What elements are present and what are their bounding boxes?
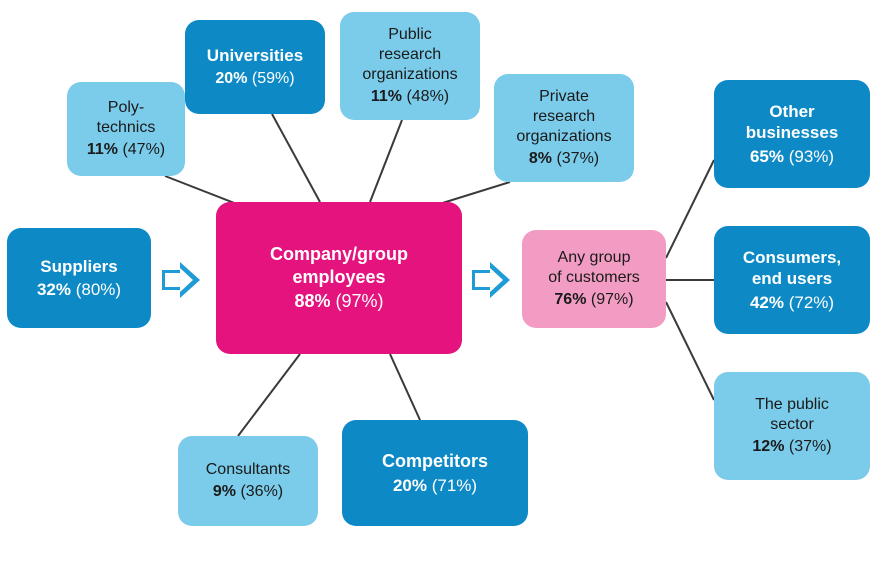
node-public_sector: The publicsector12% (37%) xyxy=(714,372,870,480)
arrow-suppliers-center xyxy=(162,262,200,298)
node-public_research-title-line: research xyxy=(379,45,441,65)
edge-universities-center xyxy=(272,114,320,202)
node-consultants-paren: (36%) xyxy=(240,483,283,500)
node-polytechnics-values: 11% (47%) xyxy=(87,140,165,160)
node-consumers: Consumers,end users 42% (72%) xyxy=(714,226,870,334)
node-competitors-paren: (71%) xyxy=(432,476,477,495)
node-other_businesses: Otherbusinesses 65% (93%) xyxy=(714,80,870,188)
node-any_customers-values: 76% (97%) xyxy=(554,290,633,310)
node-public_research-title-line: organizations xyxy=(362,65,457,85)
node-private_research-pct: 8% xyxy=(529,150,552,167)
node-public_research: Publicresearchorganizations11% (48%) xyxy=(340,12,480,120)
node-polytechnics: Poly-technics11% (47%) xyxy=(67,82,185,176)
node-public_sector-pct: 12% xyxy=(752,438,784,455)
node-competitors-title-line: Competitors xyxy=(382,450,488,473)
node-private_research-title-line: Private xyxy=(539,87,589,107)
node-private_research-values: 8% (37%) xyxy=(529,149,599,169)
node-center-title-line: Company/group xyxy=(270,243,408,266)
node-center-values: 88% (97%) xyxy=(294,290,383,313)
edge-public_research-center xyxy=(370,120,402,202)
node-consultants-pct: 9% xyxy=(213,483,236,500)
node-consumers-title-line: Consumers, xyxy=(743,247,841,268)
node-private_research-title-line: organizations xyxy=(516,127,611,147)
node-universities-paren: (59%) xyxy=(252,70,295,87)
node-suppliers-pct: 32% xyxy=(37,280,71,299)
node-suppliers-paren: (80%) xyxy=(76,280,121,299)
node-polytechnics-title-line: Poly- xyxy=(108,98,144,118)
node-suppliers: Suppliers32% (80%) xyxy=(7,228,151,328)
node-polytechnics-pct: 11% xyxy=(87,141,118,158)
node-competitors-pct: 20% xyxy=(393,476,427,495)
node-public_research-title-line: Public xyxy=(388,25,432,45)
node-consultants-title-line: Consultants xyxy=(206,460,291,480)
node-public_research-pct: 11% xyxy=(371,88,402,105)
node-other_businesses-title-line: businesses xyxy=(746,122,839,143)
node-consultants: Consultants9% (36%) xyxy=(178,436,318,526)
node-public_sector-title-line: sector xyxy=(770,415,814,435)
node-public_research-paren: (48%) xyxy=(406,88,449,105)
edge-consultants-center xyxy=(238,354,300,436)
node-consultants-values: 9% (36%) xyxy=(213,482,283,502)
node-private_research-paren: (37%) xyxy=(556,150,599,167)
node-public_sector-title-line: The public xyxy=(755,395,829,415)
node-public_research-values: 11% (48%) xyxy=(371,87,449,107)
node-competitors: Competitors20% (71%) xyxy=(342,420,528,526)
arrow-center-customers xyxy=(472,262,510,298)
node-polytechnics-title-line: technics xyxy=(97,118,156,138)
node-center-paren: (97%) xyxy=(336,291,384,311)
node-other_businesses-values: 65% (93%) xyxy=(750,146,834,167)
edge-any_customers-other_businesses xyxy=(666,160,714,258)
node-any_customers-paren: (97%) xyxy=(591,291,634,308)
node-competitors-values: 20% (71%) xyxy=(393,475,477,496)
node-universities-pct: 20% xyxy=(215,70,247,87)
node-other_businesses-paren: (93%) xyxy=(789,147,834,166)
node-private_research: Privateresearchorganizations8% (37%) xyxy=(494,74,634,182)
node-any_customers-pct: 76% xyxy=(554,291,586,308)
node-suppliers-values: 32% (80%) xyxy=(37,279,121,300)
node-center: Company/groupemployees88% (97%) xyxy=(216,202,462,354)
node-any_customers-title-line: Any group xyxy=(558,248,631,268)
node-any_customers: Any groupof customers76% (97%) xyxy=(522,230,666,328)
edge-any_customers-public_sector xyxy=(666,302,714,400)
node-other_businesses-title-line: Other xyxy=(769,101,814,122)
node-consumers-title-line: end users xyxy=(752,268,832,289)
node-universities: Universities 20% (59%) xyxy=(185,20,325,114)
node-polytechnics-paren: (47%) xyxy=(122,141,165,158)
node-any_customers-title-line: of customers xyxy=(548,268,640,288)
node-consumers-pct: 42% xyxy=(750,293,784,312)
node-universities-title-line: Universities xyxy=(207,45,303,66)
node-center-title-line: employees xyxy=(292,266,385,289)
node-suppliers-title-line: Suppliers xyxy=(40,256,117,277)
node-universities-values: 20% (59%) xyxy=(215,69,294,89)
node-consumers-values: 42% (72%) xyxy=(750,292,834,313)
node-public_sector-values: 12% (37%) xyxy=(752,437,831,457)
node-other_businesses-pct: 65% xyxy=(750,147,784,166)
node-private_research-title-line: research xyxy=(533,107,595,127)
node-center-pct: 88% xyxy=(294,291,330,311)
node-public_sector-paren: (37%) xyxy=(789,438,832,455)
node-consumers-paren: (72%) xyxy=(789,293,834,312)
edge-competitors-center xyxy=(390,354,420,420)
